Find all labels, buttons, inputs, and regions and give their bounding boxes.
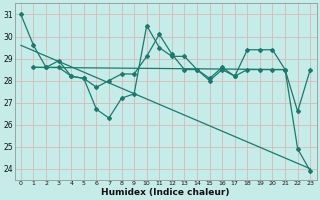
X-axis label: Humidex (Indice chaleur): Humidex (Indice chaleur) [101,188,230,197]
